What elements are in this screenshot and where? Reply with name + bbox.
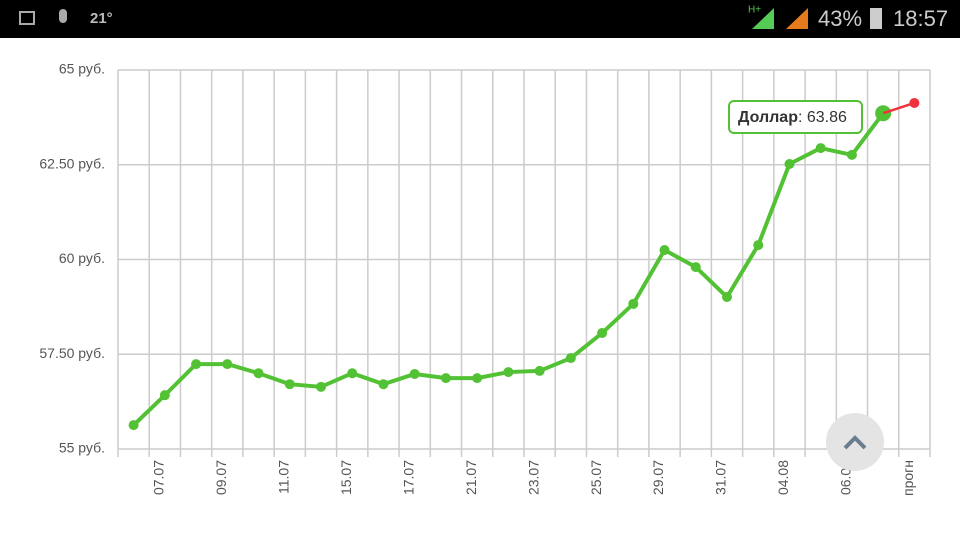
series-line	[882, 101, 915, 115]
battery-percent: 43%	[818, 6, 862, 31]
point	[815, 143, 826, 154]
scroll-up-button[interactable]	[826, 413, 884, 471]
signal-icon	[752, 8, 774, 29]
signal-icon-2	[786, 8, 808, 29]
point	[159, 390, 170, 401]
y-tick-label: 55 руб.	[59, 440, 105, 456]
tooltip-box	[728, 100, 863, 134]
clock: 18:57	[893, 6, 948, 31]
point	[534, 365, 545, 376]
x-tick-label: 15.07	[338, 460, 354, 495]
status-bar	[0, 0, 960, 38]
y-tick-label: 62.50 руб.	[39, 155, 105, 171]
chevron	[843, 435, 867, 450]
point	[503, 367, 514, 378]
x-tick-label: 31.07	[713, 460, 729, 495]
y-tick-label: 65 руб.	[59, 61, 105, 77]
point	[378, 379, 389, 390]
x-tick-label: 25.07	[588, 460, 604, 495]
point	[909, 97, 920, 108]
battery-icon	[870, 8, 882, 29]
point	[565, 353, 576, 364]
point	[690, 262, 701, 273]
mic-icon	[59, 9, 67, 23]
y-tick-label: 60 руб.	[59, 250, 105, 266]
tooltip: Доллар: 63.86	[728, 100, 863, 134]
point	[409, 368, 420, 379]
x-tick-label: 09.07	[213, 460, 229, 495]
series-line	[132, 112, 885, 427]
point	[846, 149, 857, 160]
tooltip-series: Доллар	[738, 109, 798, 126]
point	[722, 292, 732, 303]
point	[347, 368, 358, 379]
point	[284, 379, 295, 390]
y-tick-label: 57.50 руб.	[39, 345, 105, 361]
point	[128, 420, 139, 431]
x-tick-label: 17.07	[400, 460, 416, 495]
point	[440, 373, 451, 384]
x-tick-label: 04.08	[775, 460, 791, 495]
point	[472, 373, 483, 384]
x-tick-label: 21.07	[463, 460, 479, 495]
x-tick-label: 23.07	[525, 460, 541, 495]
point	[628, 298, 639, 309]
network-type: H+	[748, 5, 761, 16]
point	[253, 368, 264, 379]
tooltip-text: Доллар: 63.86	[738, 109, 847, 126]
point	[784, 158, 795, 169]
x-tick-label: 07.07	[151, 460, 167, 495]
gallery-icon	[19, 11, 35, 25]
plot: 55 руб. 57.50 руб. 60 руб. 62.50 руб. 65 руб…	[39, 61, 931, 496]
point	[191, 359, 202, 370]
point	[222, 359, 233, 370]
tooltip-separator: :	[798, 109, 807, 126]
point	[659, 245, 670, 256]
temperature: 21°	[90, 10, 113, 27]
x-tick-label: прогн	[900, 460, 916, 496]
button-bg[interactable]	[826, 413, 884, 471]
x-tick-label: 29.07	[650, 460, 666, 495]
point	[316, 381, 326, 392]
x-tick-label: 11.07	[275, 460, 291, 494]
tooltip-value: 63.86	[807, 109, 847, 126]
point	[597, 328, 608, 339]
point	[753, 240, 764, 251]
